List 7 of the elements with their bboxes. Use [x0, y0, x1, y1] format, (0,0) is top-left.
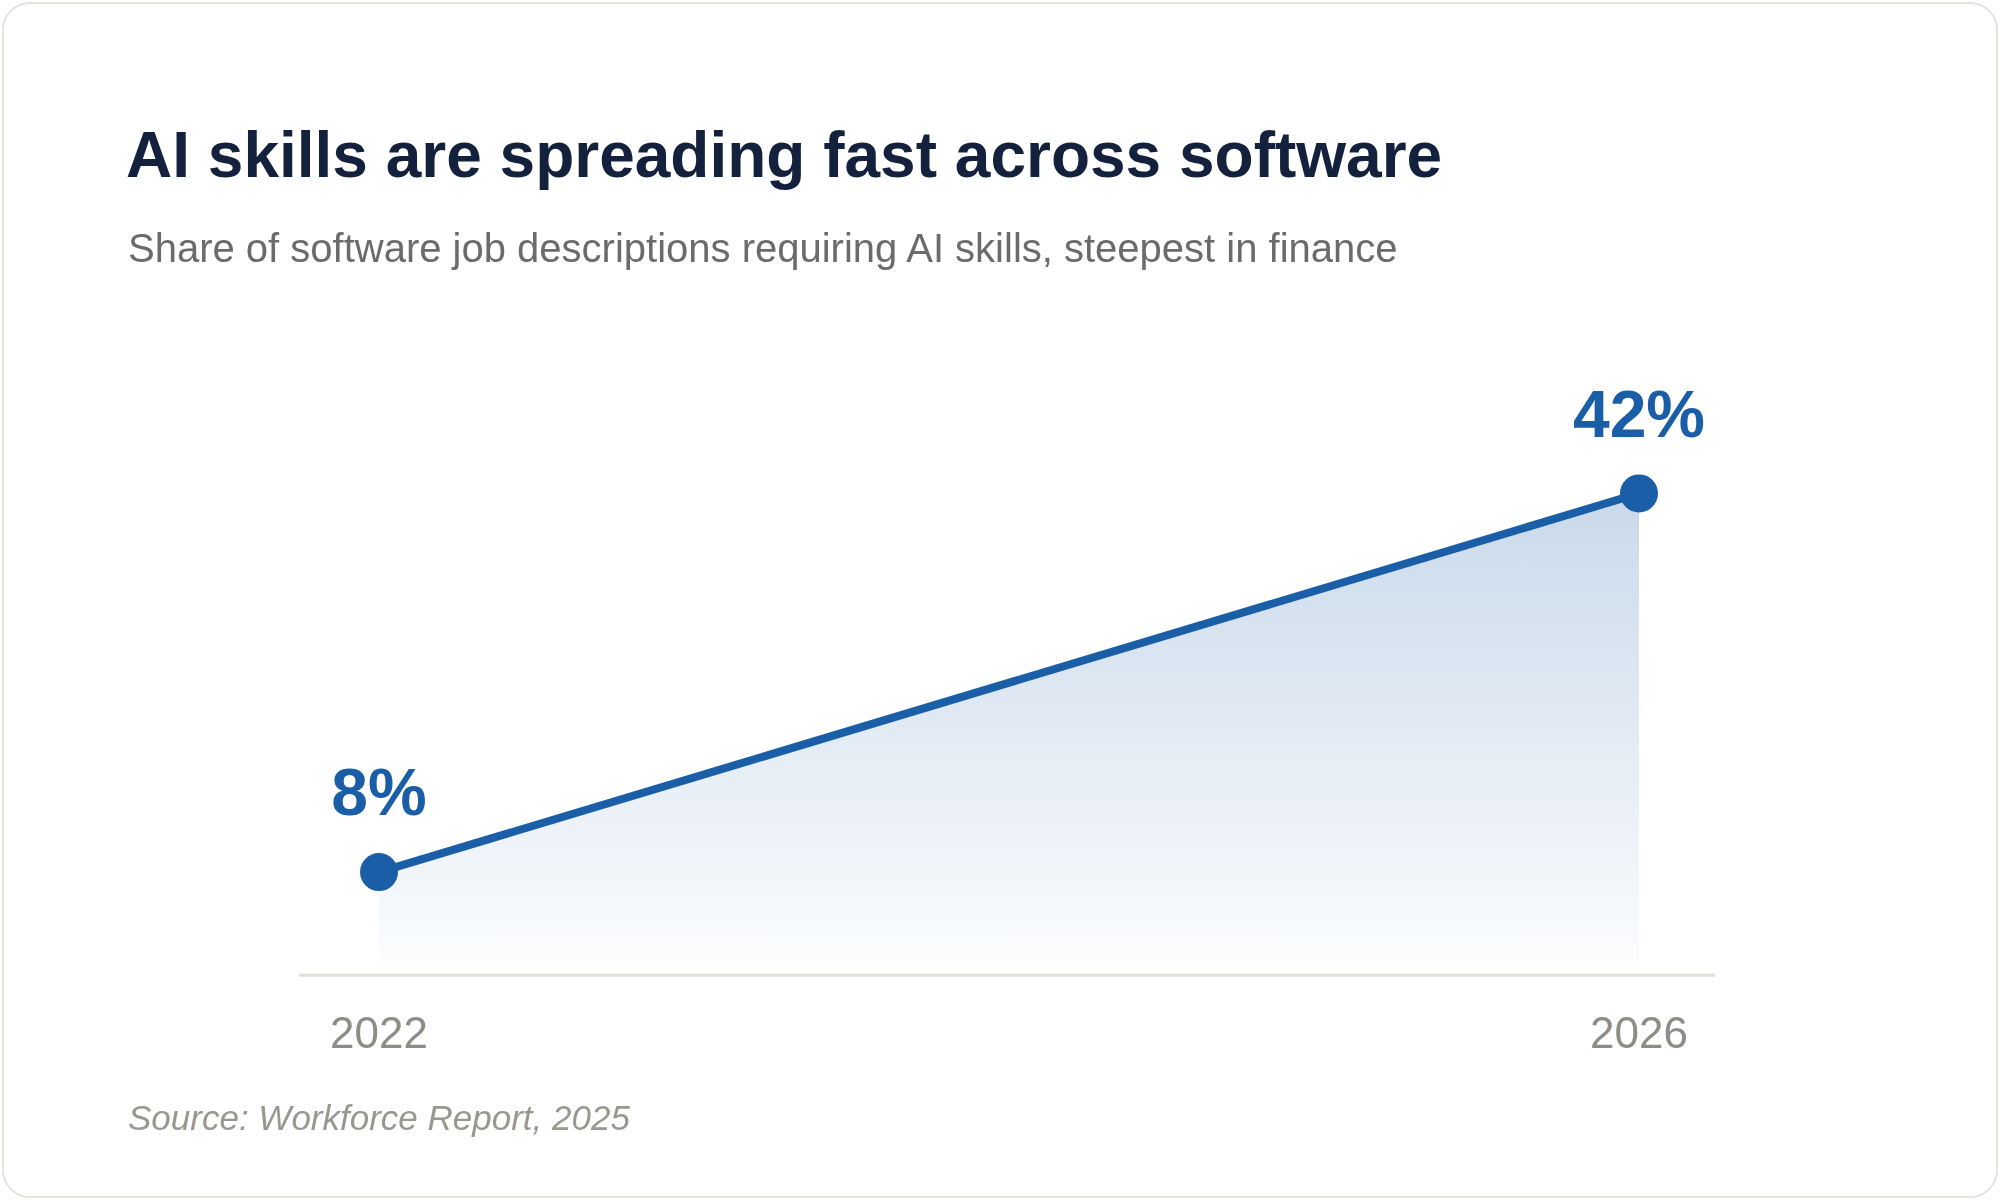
chart-subtitle: Share of software job descriptions requiring AI skills, steepest in finance	[128, 226, 1398, 271]
data-label: 8%	[331, 755, 427, 830]
source-note: Source: Workforce Report, 2025	[128, 1098, 630, 1138]
x-tick-label: 2022	[330, 1007, 428, 1057]
chart-title: AI skills are spreading fast across software	[126, 118, 1443, 192]
data-label: 42%	[1572, 376, 1706, 451]
x-tick-label: 2026	[1590, 1007, 1688, 1057]
